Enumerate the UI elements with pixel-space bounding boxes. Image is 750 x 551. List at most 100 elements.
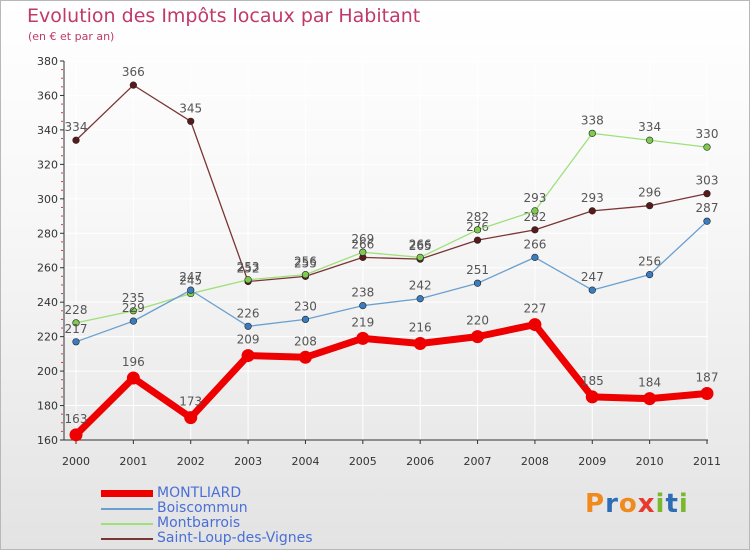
x-tick-label: 2008: [521, 455, 549, 468]
data-point: [244, 276, 252, 284]
data-point: [72, 338, 80, 346]
y-tick-label: 380: [37, 55, 58, 68]
legend-item-montbarrois[interactable]: Montbarrois: [101, 516, 313, 531]
proxiti-logo: Proxiti: [585, 489, 689, 519]
x-tick-label: 2011: [693, 455, 721, 468]
data-label: 293: [523, 191, 546, 205]
data-label: 266: [351, 237, 374, 251]
data-point: [473, 226, 482, 234]
data-label: 209: [237, 333, 260, 347]
legend-swatch-saint-loup: [101, 537, 153, 540]
y-tick-label: 160: [37, 434, 58, 447]
data-point: [187, 117, 195, 125]
series-line: [75, 220, 708, 343]
data-label: 330: [696, 127, 719, 141]
data-label: 229: [122, 301, 145, 315]
logo-letter: i: [655, 489, 666, 519]
x-tick-label: 2009: [578, 455, 606, 468]
data-point: [531, 253, 539, 261]
data-point: [129, 307, 137, 315]
data-point: [187, 286, 195, 294]
legend-item-boiscommun[interactable]: Boiscommun: [101, 501, 313, 516]
data-label: 220: [466, 314, 489, 328]
data-label: 228: [65, 303, 88, 317]
data-point: [129, 317, 137, 325]
x-tick-label: 2000: [62, 455, 90, 468]
data-point: [703, 190, 711, 198]
data-point: [703, 217, 711, 225]
data-point: [585, 390, 599, 404]
y-tick-label: 340: [37, 124, 58, 137]
y-tick-label: 360: [37, 89, 58, 102]
data-label: 255: [294, 256, 317, 270]
data-point: [531, 226, 539, 234]
data-label: 242: [409, 279, 432, 293]
data-point: [473, 236, 482, 244]
x-tick-label: 2007: [464, 455, 492, 468]
legend-swatch-montliard: [101, 490, 153, 497]
y-tick-label: 200: [37, 365, 58, 378]
data-point: [700, 386, 714, 400]
data-label: 296: [638, 186, 661, 200]
data-point: [531, 207, 539, 215]
data-label: 334: [638, 120, 661, 134]
x-tick-label: 2003: [234, 455, 262, 468]
y-tick-label: 320: [37, 158, 58, 171]
legend-label-montbarrois: Montbarrois: [157, 515, 241, 531]
data-label: 252: [237, 262, 260, 276]
data-point: [298, 350, 312, 364]
x-tick-label: 2004: [291, 455, 319, 468]
data-point: [356, 331, 370, 345]
x-tick-label: 2001: [119, 455, 147, 468]
data-point: [413, 337, 427, 351]
data-label: 366: [122, 65, 145, 79]
data-point: [359, 248, 367, 256]
data-label: 235: [122, 291, 145, 305]
data-label: 293: [581, 191, 604, 205]
legend-label-boiscommun: Boiscommun: [157, 500, 248, 516]
legend-item-montliard[interactable]: MONTLIARD: [101, 486, 313, 501]
y-tick-label: 280: [37, 227, 58, 240]
data-point: [703, 143, 711, 151]
data-point: [588, 129, 596, 137]
data-label: 266: [523, 237, 546, 251]
data-label: 303: [696, 174, 719, 188]
data-label: 266: [409, 237, 432, 251]
data-label: 345: [179, 101, 202, 115]
legend: MONTLIARD Boiscommun Montbarrois Saint-L…: [101, 486, 313, 546]
data-point: [416, 253, 424, 261]
data-label: 256: [294, 255, 317, 269]
data-label: 282: [466, 210, 489, 224]
data-label: 287: [696, 201, 719, 215]
chart-subtitle: (en € et par an): [28, 30, 115, 43]
data-point: [473, 279, 482, 287]
data-point: [646, 202, 654, 210]
data-label: 245: [179, 274, 202, 288]
data-point: [646, 271, 654, 279]
data-point: [184, 411, 198, 425]
logo-letter: i: [678, 489, 689, 519]
logo-letter: r: [605, 489, 619, 519]
x-tick-label: 2002: [177, 455, 205, 468]
data-point: [72, 136, 80, 144]
data-label: 226: [237, 306, 260, 320]
data-point: [69, 428, 83, 442]
legend-swatch-montbarrois: [101, 522, 153, 525]
data-label: 184: [638, 376, 661, 390]
legend-item-saint-loup[interactable]: Saint-Loup-des-Vignes: [101, 531, 313, 546]
data-point: [528, 318, 542, 332]
logo-letter: o: [618, 489, 638, 519]
data-point: [244, 322, 252, 330]
legend-label-montliard: MONTLIARD: [157, 485, 242, 501]
data-point: [126, 371, 140, 385]
data-point: [588, 286, 596, 294]
data-label: 227: [523, 302, 546, 316]
x-tick-label: 2006: [406, 455, 434, 468]
data-label: 185: [581, 374, 604, 388]
data-label: 208: [294, 334, 317, 348]
data-label: 256: [638, 255, 661, 269]
data-label: 196: [122, 355, 145, 369]
data-label: 216: [409, 321, 432, 335]
legend-swatch-boiscommun: [101, 507, 153, 510]
